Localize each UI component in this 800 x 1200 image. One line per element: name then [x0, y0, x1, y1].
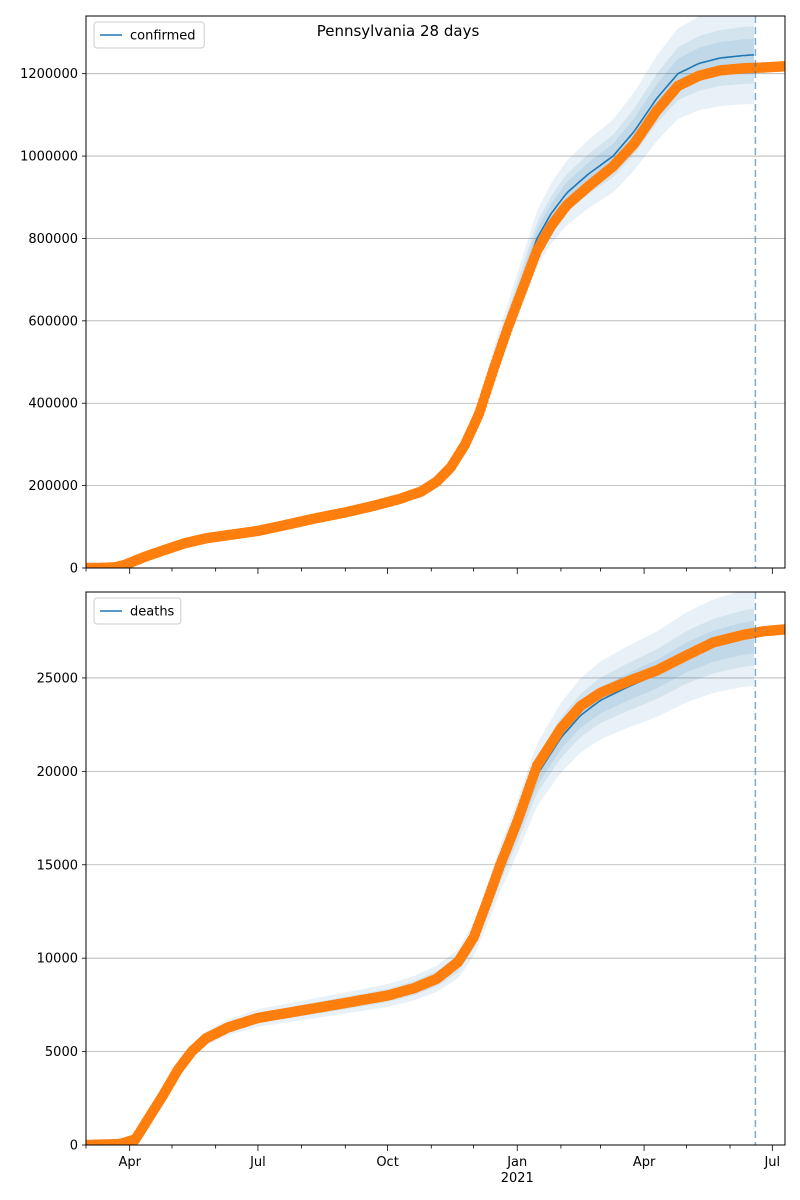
y-tick-label: 25000: [37, 671, 78, 686]
y-tick-label: 1000000: [20, 150, 78, 165]
y-tick-label: 200000: [28, 479, 78, 494]
y-tick-label: 800000: [28, 232, 78, 247]
observed-point: [779, 624, 785, 635]
y-tick-label: 1200000: [20, 67, 78, 82]
y-tick-label: 15000: [37, 858, 78, 873]
axes-frame: [85, 591, 786, 1146]
legend-box: [93, 597, 182, 625]
uncertainty-band: [86, 38, 754, 568]
axes-frame: [85, 15, 786, 569]
uncertainty-band: [86, 608, 754, 1145]
x-tick-label: Jul: [249, 1155, 266, 1170]
x-tick-label: Jul: [763, 1155, 780, 1170]
uncertainty-band: [86, 26, 754, 568]
confirmed-panel: 0 200000 400000 600000 800000 1000000 1200000 c…: [20, 15, 786, 577]
plot-area: [86, 592, 785, 1145]
y-tick-label: 600000: [28, 314, 78, 329]
legend-label: deaths: [130, 605, 175, 620]
x-tick-sublabel: 2021: [501, 1171, 534, 1186]
chart-title: Pennsylvania 28 days: [317, 22, 480, 40]
x-tick-label: Apr: [118, 1155, 141, 1170]
uncertainty-band: [86, 16, 754, 568]
observed-point: [779, 61, 785, 72]
y-tick-label: 400000: [28, 397, 78, 412]
x-tick-label: Oct: [376, 1155, 398, 1170]
x-tick-label: Jan: [506, 1155, 527, 1170]
y-tick-label: 0: [70, 1139, 78, 1154]
legend-box: [93, 21, 205, 49]
legend: confirmed: [93, 21, 205, 49]
deaths-panel: 0 5000 10000 15000 20000 25000 Apr Jul Oct Jan202…: [37, 591, 786, 1186]
y-tick-label: 0: [70, 562, 78, 577]
legend-label: confirmed: [130, 29, 196, 44]
plot-area: [86, 16, 785, 568]
y-tick-label: 5000: [45, 1045, 78, 1060]
x-tick-label: Apr: [633, 1155, 656, 1170]
y-tick-label: 10000: [37, 952, 78, 967]
legend: deaths: [93, 597, 182, 625]
y-tick-label: 20000: [37, 765, 78, 780]
uncertainty-band: [86, 592, 754, 1145]
